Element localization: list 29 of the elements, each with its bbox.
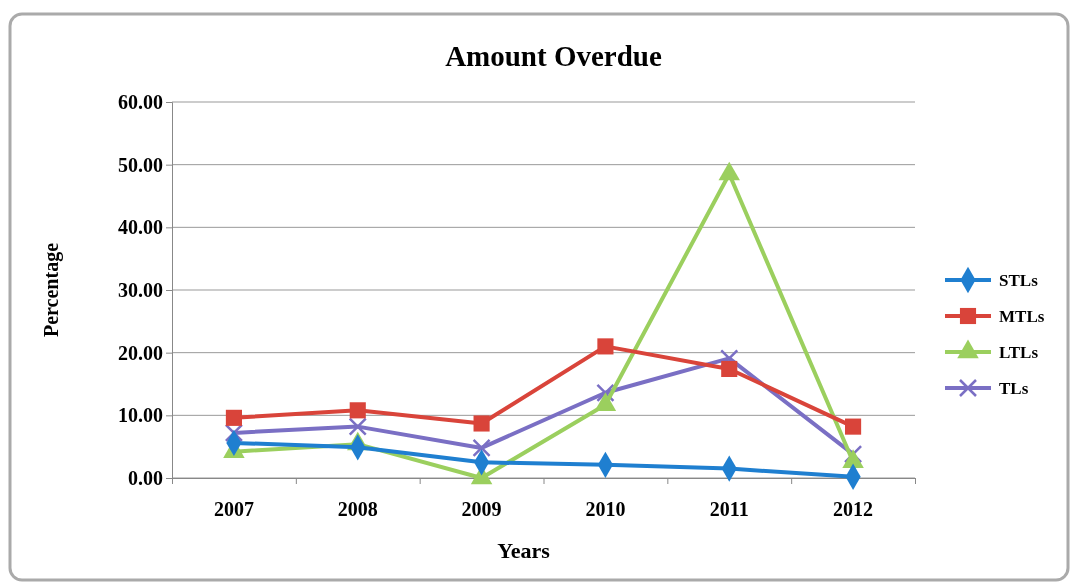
legend-label: TLs	[999, 379, 1029, 398]
point	[473, 415, 490, 432]
x-tick-label: 2010	[585, 498, 626, 520]
point	[720, 349, 739, 368]
point	[597, 338, 614, 355]
legend-label: STLs	[999, 271, 1039, 290]
y-tick-label: 20.00	[118, 341, 163, 364]
legend-label: LTLs	[999, 343, 1039, 362]
y-tick-label: 40.00	[118, 216, 163, 239]
x-tick-label: 2011	[709, 498, 749, 520]
point	[596, 383, 615, 403]
point	[845, 418, 862, 435]
point	[721, 360, 738, 378]
point	[348, 417, 367, 436]
x-tick-label: 2009	[461, 498, 502, 520]
chart-title: Amount Overdue	[445, 40, 662, 72]
x-tick-label: 2012	[833, 498, 874, 520]
x-tick-label: 2008	[337, 498, 378, 520]
y-axis-title: Percentage	[40, 242, 63, 338]
x-tick-label: 2007	[213, 498, 254, 520]
y-tick-label: 10.00	[118, 404, 163, 427]
x-axis-title: Years	[497, 538, 551, 563]
y-tick-label: 50.00	[118, 153, 163, 176]
y-tick-label: 30.00	[118, 278, 163, 301]
point	[225, 409, 242, 426]
point	[349, 402, 366, 419]
y-tick-label: 60.00	[118, 90, 163, 113]
y-tick-label: 0.00	[128, 466, 163, 489]
legend-label: MTLs	[999, 307, 1045, 326]
